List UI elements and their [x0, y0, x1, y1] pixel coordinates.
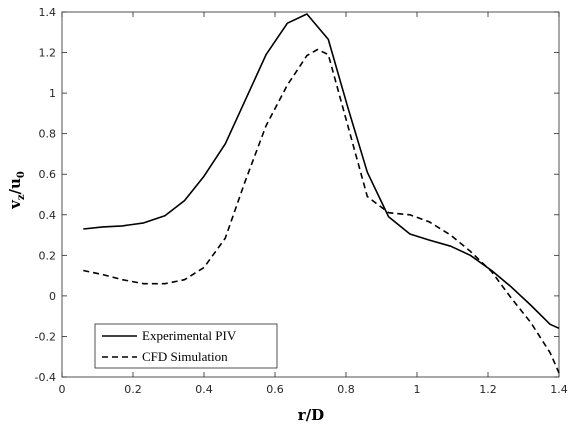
y-label-v-subscript: z	[16, 194, 27, 200]
plot-area-frame	[61, 11, 560, 378]
x-tick-label: 1.2	[479, 383, 497, 396]
y-tick-label: 0.8	[39, 128, 57, 141]
y-tick-label: 1	[49, 87, 56, 100]
y-tick-label: 1.2	[39, 47, 57, 60]
legend-box	[94, 323, 278, 369]
y-tick-label: -0.4	[35, 371, 56, 384]
y-label-u: u	[6, 178, 24, 189]
legend-label-experimental-piv: Experimental PIV	[142, 328, 237, 343]
y-label-slash: /	[6, 188, 24, 194]
x-tick-label: 0.4	[195, 383, 213, 396]
x-tick-label: 0.8	[337, 383, 355, 396]
x-tick-label: 0.6	[266, 383, 284, 396]
y-tick-labels: -0.4 -0.2 0 0.2 0.4 0.6 0.8 1 1.2 1.4	[35, 6, 56, 384]
legend: Experimental PIV CFD Simulation	[94, 323, 278, 369]
y-tick-label: 1.4	[39, 6, 57, 19]
x-tick-label: 0	[59, 383, 66, 396]
y-label-v: v	[6, 199, 24, 210]
y-tick-label: 0.4	[39, 209, 57, 222]
x-tick-label: 0.2	[124, 383, 142, 396]
axis-ticks	[61, 11, 560, 378]
y-tick-label: 0.6	[39, 168, 57, 181]
y-label-u-subscript: 0	[16, 171, 27, 178]
y-tick-label: -0.2	[35, 330, 56, 343]
series-layer	[83, 13, 560, 374]
x-tick-label: 1.4	[550, 383, 568, 396]
series-line-cfd-simulation	[83, 48, 560, 374]
y-tick-label: 0.2	[39, 249, 57, 262]
x-tick-label: 1	[414, 383, 421, 396]
x-axis-label: r/D	[298, 406, 324, 424]
y-axis-label: vz/u0	[6, 171, 27, 210]
legend-label-cfd-simulation: CFD Simulation	[142, 349, 228, 364]
x-tick-labels: 0 0.2 0.4 0.6 0.8 1 1.2 1.4	[59, 383, 568, 396]
y-tick-label: 0	[49, 290, 56, 303]
